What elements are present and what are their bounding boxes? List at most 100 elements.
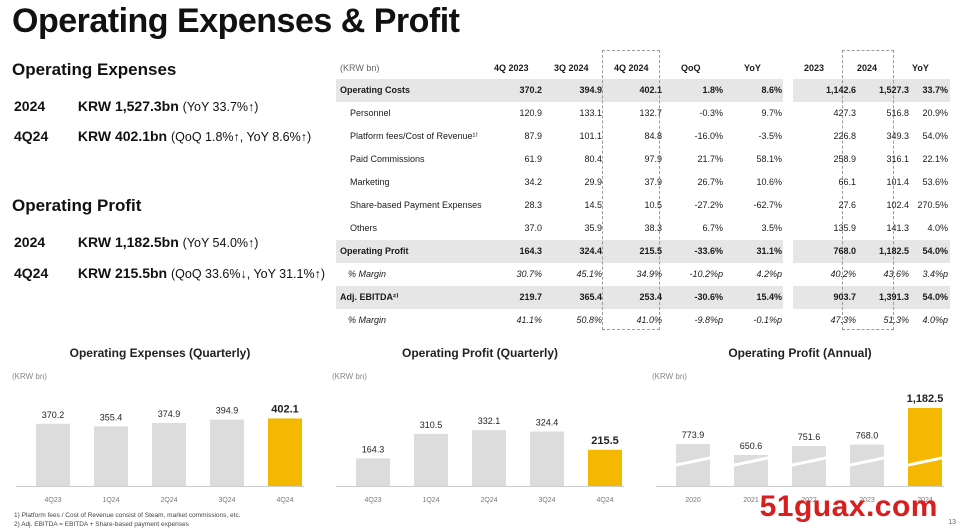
chart-unit: (KRW bn) xyxy=(12,372,47,381)
table-cell: 120.9 xyxy=(519,108,542,118)
chart-svg: 370.2 4Q23 355.4 1Q24 374.9 2Q24 394.9 3Q24 402.… xyxy=(16,403,304,504)
table-row: Paid Commissions 61.9 80.4 97.9 21.7% 58.1% 25… xyxy=(336,148,950,171)
table-cell: 21.7% xyxy=(697,154,723,164)
tick-label: 2021 xyxy=(743,497,759,504)
tick-label: 2020 xyxy=(685,497,701,504)
axis-break xyxy=(848,456,886,467)
row-label: Others xyxy=(350,223,378,233)
row-shade xyxy=(336,286,950,309)
opex-value: KRW 1,527.3bn xyxy=(77,98,179,114)
table-cell: -30.6% xyxy=(694,292,723,302)
col-header: YoY xyxy=(744,63,761,73)
row-label: Adj. EBITDA²⁾ xyxy=(340,292,399,302)
table-cell: 47.3% xyxy=(830,315,856,325)
table-cell: -10.2%p xyxy=(689,269,723,279)
table-cell: 135.9 xyxy=(833,223,856,233)
table-cell: 26.7% xyxy=(697,177,723,187)
data-label: 768.0 xyxy=(856,431,879,441)
op-profit-period: 2024 xyxy=(14,234,46,250)
row-shade xyxy=(336,79,950,102)
table-cell: 27.6 xyxy=(838,200,856,210)
table-cell: 270.5% xyxy=(917,200,948,210)
table-cell: 38.3 xyxy=(644,223,662,233)
table-cell: 31.1% xyxy=(756,246,782,256)
table-cell: 3.4%p xyxy=(922,269,948,279)
table-cell: 316.1 xyxy=(886,154,909,164)
bar-2Q24 xyxy=(152,423,186,486)
table-cell: 3.5% xyxy=(761,223,782,233)
chart-op-profit-quarterly: Operating Profit (Quarterly) (KRW bn) 16… xyxy=(330,346,630,514)
chart-title: Operating Expenses (Quarterly) xyxy=(69,346,251,360)
tick-label: 2024 xyxy=(917,497,933,504)
table-cell: 903.7 xyxy=(833,292,856,302)
table-cell: 14.5 xyxy=(584,200,602,210)
col-header: 2024 xyxy=(857,63,878,73)
data-label: 394.9 xyxy=(216,406,239,416)
tick-label: 3Q24 xyxy=(218,497,235,504)
page-title: Operating Expenses & Profit xyxy=(12,2,460,40)
table-cell: 97.9 xyxy=(644,154,662,164)
table-cell: 34.2 xyxy=(524,177,542,187)
col-header: 3Q 2024 xyxy=(554,63,589,73)
table-cell: 80.4 xyxy=(584,154,602,164)
watermark: 51guax.com xyxy=(759,490,938,523)
table-cell: 141.3 xyxy=(886,223,909,233)
tick-label: 1Q24 xyxy=(102,497,119,504)
table-cell: 20.9% xyxy=(922,108,948,118)
data-label: 650.6 xyxy=(740,441,763,451)
data-label: 402.1 xyxy=(271,403,299,415)
tick-label: 3Q24 xyxy=(538,497,555,504)
table-cell: 43.6% xyxy=(883,269,909,279)
tick-label: 2023 xyxy=(859,497,875,504)
chart-unit: (KRW bn) xyxy=(652,372,687,381)
table-cell: 22.1% xyxy=(922,154,948,164)
axis-break xyxy=(906,456,944,467)
chart-op-profit-annual: Operating Profit (Annual) (KRW bn) 773.9… xyxy=(650,346,950,514)
table-cell: 164.3 xyxy=(519,246,542,256)
table-cell: 1.8% xyxy=(702,85,723,95)
data-label: 324.4 xyxy=(536,418,559,428)
table-cell: 402.1 xyxy=(639,85,662,95)
bar-3Q24 xyxy=(210,419,244,486)
table-cell: 34.9% xyxy=(636,269,662,279)
table-cell: 101.4 xyxy=(886,177,909,187)
table-row: Share-based Payment Expenses 28.3 14.5 10.5… xyxy=(336,194,950,217)
table-cell: 45.1% xyxy=(576,269,602,279)
table-cell: 54.0% xyxy=(922,131,948,141)
footnote-1: 1) Platform fees / Cost of Revenue consi… xyxy=(14,512,241,519)
op-profit-note: (YoY 54.0%↑) xyxy=(182,236,259,250)
table-cell: 33.7% xyxy=(922,85,948,95)
table-cell: 1,391.3 xyxy=(878,292,909,302)
data-label: 751.6 xyxy=(798,432,821,442)
opex-heading: Operating Expenses xyxy=(12,60,177,79)
table-cell: 54.0% xyxy=(922,292,948,302)
col-header: 4Q 2024 xyxy=(614,63,649,73)
col-header: YoY xyxy=(912,63,929,73)
axis-break xyxy=(732,456,770,467)
op-profit-note: (QoQ 33.6%↓, YoY 31.1%↑) xyxy=(171,267,326,281)
table-cell: -3.5% xyxy=(758,131,782,141)
data-label: 164.3 xyxy=(362,444,385,454)
table-cell: 6.7% xyxy=(702,223,723,233)
table-header: (KRW bn) 4Q 2023 3Q 2024 4Q 2024 QoQ YoY… xyxy=(336,58,950,81)
opex-note: (YoY 33.7%↑) xyxy=(182,100,259,114)
row-shade xyxy=(336,240,950,263)
chart-title: Operating Profit (Annual) xyxy=(728,346,872,360)
table-cell: -0.3% xyxy=(699,108,723,118)
tick-label: 4Q24 xyxy=(596,497,613,504)
col-header: QoQ xyxy=(681,63,701,73)
bar-3Q24 xyxy=(530,431,564,486)
table-row: % Margin 30.7% 45.1% 34.9% -10.2%p 4.2%p 40.2%… xyxy=(336,263,950,286)
table-cell: 365.4 xyxy=(579,292,602,302)
bar-4Q23 xyxy=(356,458,390,486)
table-cell: 10.5 xyxy=(644,200,662,210)
table-cell: 51.3% xyxy=(883,315,909,325)
opex-period: 4Q24 xyxy=(14,128,49,144)
table-cell: 132.7 xyxy=(639,108,662,118)
table-cell: 15.4% xyxy=(756,292,782,302)
table-cell: 37.9 xyxy=(644,177,662,187)
table-cell: 9.7% xyxy=(761,108,782,118)
table-cell: 1,182.5 xyxy=(878,246,909,256)
row-label: Operating Costs xyxy=(340,85,411,95)
table-cell: 101.1 xyxy=(579,131,602,141)
